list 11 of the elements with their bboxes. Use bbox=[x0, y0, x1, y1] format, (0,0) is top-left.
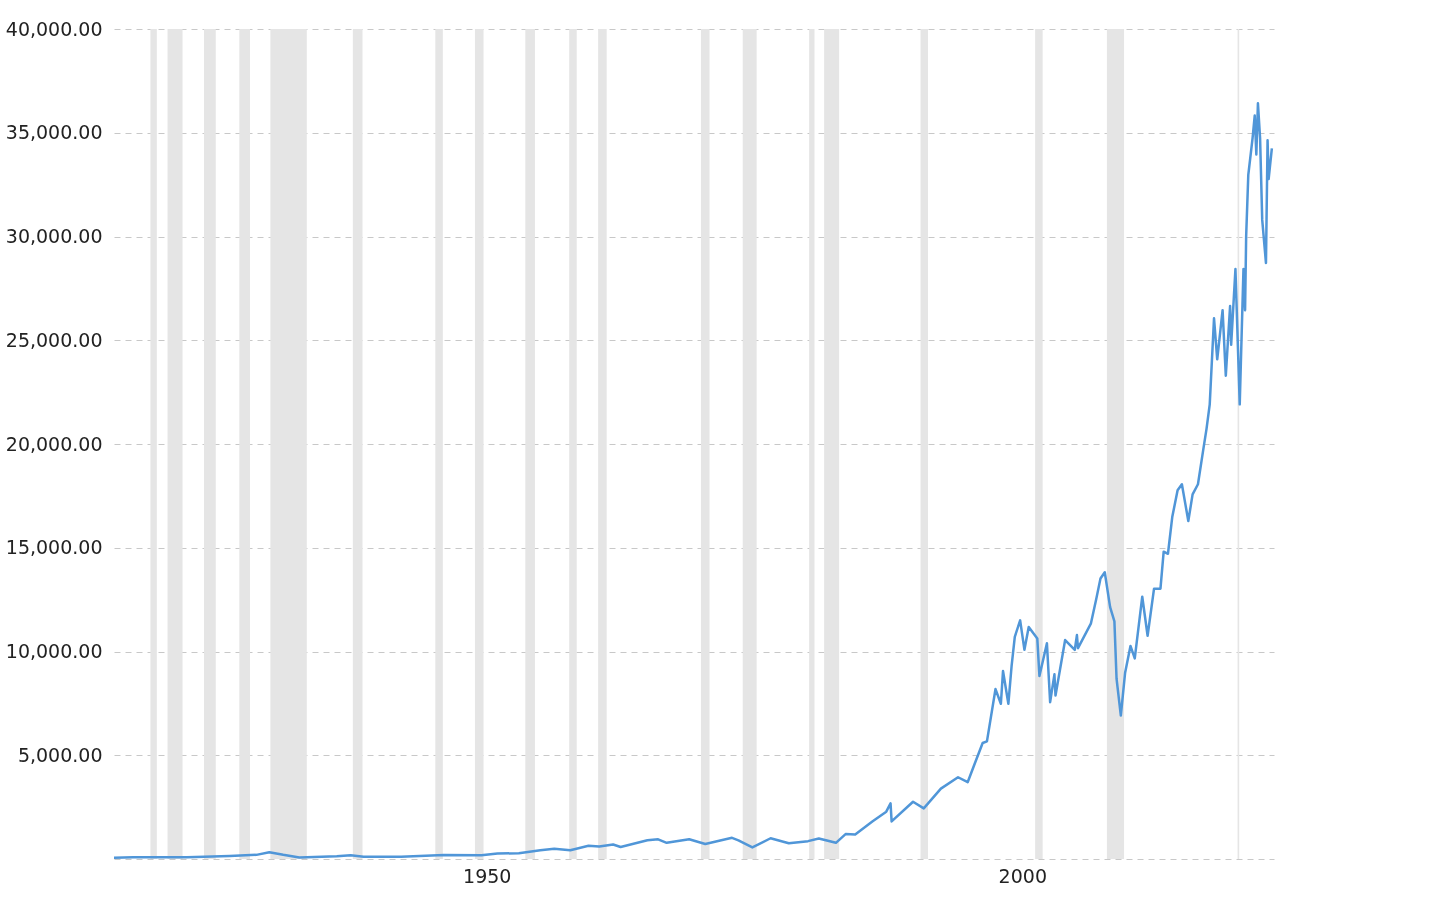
y-tick-label: 25,000.00 bbox=[5, 328, 103, 351]
x-tick-label: 1950 bbox=[463, 864, 512, 887]
y-tick-label: 20,000.00 bbox=[5, 432, 103, 455]
y-tick-label: 30,000.00 bbox=[5, 225, 103, 247]
y-tick-label: 10,000.00 bbox=[5, 640, 103, 662]
y-tick-label: 40,000.00 bbox=[5, 17, 103, 40]
line-series bbox=[112, 102, 1274, 860]
x-tick-label: 2000 bbox=[998, 864, 1047, 887]
y-tick-label: 5,000.00 bbox=[17, 743, 103, 766]
y-tick-label: 35,000.00 bbox=[5, 121, 103, 144]
y-tick-label: 15,000.00 bbox=[5, 536, 103, 559]
